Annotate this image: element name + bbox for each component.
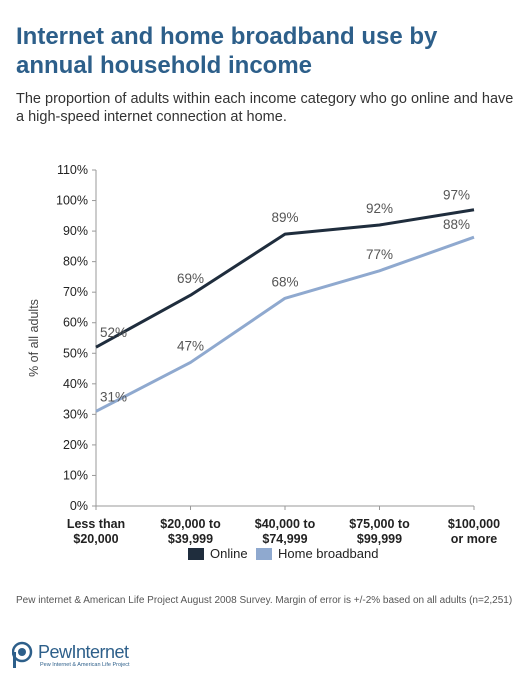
- data-label: 92%: [366, 201, 393, 216]
- legend-label: Online: [210, 546, 248, 561]
- data-label: 77%: [366, 247, 393, 262]
- line-chart: 0% 10% 20% 30% 40% 50% 60% 70% 80% 90% 100% 110% % o…: [27, 163, 500, 561]
- data-label: 52%: [100, 325, 127, 340]
- data-label: 69%: [177, 271, 204, 286]
- x-tick-label: $100,000: [448, 517, 500, 531]
- y-axis-title: % of all adults: [27, 299, 41, 377]
- y-tick-label: 60%: [63, 316, 88, 330]
- data-label: 97%: [443, 188, 470, 203]
- y-tick-label: 20%: [63, 438, 88, 452]
- chart-subtitle: The proportion of adults within each inc…: [16, 91, 514, 125]
- x-tick-label: $20,000 to: [160, 517, 221, 531]
- x-tick-label: $74,999: [262, 532, 307, 546]
- y-tick-label: 110%: [57, 163, 88, 177]
- x-tick-label: $39,999: [168, 532, 213, 546]
- data-label: 68%: [271, 274, 298, 289]
- y-tick-label: 0%: [70, 499, 88, 513]
- series-line-home-broadband: [95, 235, 475, 413]
- logo-text: PewInternet: [38, 642, 129, 662]
- logo-subtext: Pew Internet & American Life Project: [40, 662, 130, 668]
- y-tick-label: 40%: [63, 377, 88, 391]
- y-tick-label: 50%: [63, 346, 88, 360]
- legend-swatch-online: [188, 548, 204, 560]
- data-label: 47%: [177, 338, 204, 353]
- y-tick-label: 90%: [63, 224, 88, 238]
- y-tick-label: 80%: [63, 255, 88, 269]
- x-tick-label: $40,000 to: [255, 517, 316, 531]
- source-note: Pew internet & American Life Project Aug…: [16, 595, 513, 606]
- x-tick-label: $75,000 to: [349, 517, 410, 531]
- y-tick-label: 70%: [63, 285, 88, 299]
- data-label: 89%: [271, 210, 298, 225]
- series-line-online: [95, 208, 475, 349]
- data-label: 88%: [443, 217, 470, 232]
- x-tick-label: or more: [451, 532, 498, 546]
- pew-internet-logo: PewInternet Pew Internet & American Life…: [12, 638, 212, 672]
- x-tick-label: Less than: [67, 517, 125, 531]
- y-tick-label: 30%: [63, 407, 88, 421]
- chart-title: Internet and home broadband use by annua…: [16, 23, 438, 79]
- pew-logo-icon: [12, 641, 33, 668]
- y-tick-label: 100%: [56, 194, 88, 208]
- x-tick-label: $99,999: [357, 532, 402, 546]
- x-tick-label: $20,000: [73, 532, 118, 546]
- legend-swatch-home-broadband: [256, 548, 272, 560]
- y-tick-label: 10%: [63, 468, 88, 482]
- legend-label: Home broadband: [278, 546, 378, 561]
- data-label: 31%: [100, 389, 127, 404]
